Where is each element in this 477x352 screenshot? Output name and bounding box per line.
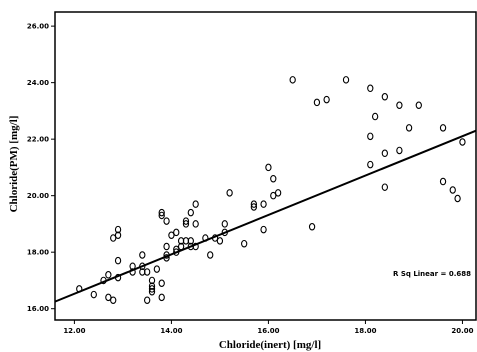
- x-tick-label: 12.00: [63, 327, 85, 335]
- data-point: [187, 208, 194, 217]
- data-point: [187, 237, 194, 245]
- data-point: [405, 124, 413, 132]
- data-point: [139, 251, 146, 259]
- data-point: [381, 183, 388, 191]
- data-point: [381, 93, 388, 101]
- data-point: [114, 231, 122, 239]
- data-point: [396, 101, 403, 109]
- y-axis-title: Chloride(PM) [mg/l]: [8, 116, 20, 213]
- data-point: [270, 174, 277, 183]
- data-point: [153, 265, 161, 273]
- data-point: [148, 285, 156, 293]
- data-point: [260, 225, 267, 234]
- data-point: [114, 256, 122, 265]
- plot-area: [54, 11, 477, 321]
- plot-border: [54, 11, 477, 321]
- data-point: [313, 98, 321, 107]
- data-point: [371, 112, 379, 121]
- r-squared-annotation: R Sq Linear = 0.688: [393, 270, 471, 278]
- data-point: [226, 189, 233, 197]
- data-point: [182, 217, 190, 225]
- data-point: [158, 208, 165, 217]
- data-point: [110, 296, 117, 304]
- data-point: [158, 293, 165, 302]
- data-point: [367, 84, 374, 93]
- y-tick-label: 26.00: [27, 23, 49, 31]
- data-point: [192, 220, 199, 228]
- y-tick-label: 16.00: [27, 305, 49, 313]
- x-axis-title: Chloride(inert) [mg/l]: [219, 339, 321, 351]
- data-point: [158, 211, 165, 220]
- data-point: [342, 76, 350, 84]
- x-tick-label: 18.00: [354, 327, 376, 335]
- x-tick-label: 14.00: [160, 327, 182, 335]
- data-point: [192, 200, 199, 208]
- data-point: [90, 290, 97, 299]
- data-point: [216, 237, 224, 245]
- data-point: [449, 186, 456, 194]
- data-point: [367, 160, 374, 169]
- data-point: [163, 217, 170, 225]
- data-point: [173, 228, 180, 237]
- y-tick-label: 22.00: [27, 136, 49, 144]
- data-point: [144, 296, 151, 304]
- data-point: [289, 76, 296, 84]
- data-point: [415, 101, 422, 109]
- data-point: [114, 225, 122, 234]
- data-point: [158, 279, 165, 288]
- data-point: [148, 276, 156, 285]
- data-point: [265, 163, 272, 172]
- y-tick-label: 18.00: [27, 249, 49, 257]
- data-point: [221, 220, 228, 228]
- data-point: [148, 282, 156, 290]
- data-point: [381, 149, 388, 158]
- data-point: [454, 194, 461, 203]
- data-point: [250, 200, 258, 208]
- y-axis-ticks: 16.00 18.00 20.00 22.00 24.00 26.00: [27, 23, 55, 313]
- data-point: [367, 132, 374, 141]
- x-axis-ticks: 12.00 14.00 16.00 18.00 20.00: [63, 320, 474, 335]
- data-point: [144, 268, 151, 276]
- data-point: [105, 271, 112, 279]
- x-tick-label: 16.00: [257, 327, 279, 335]
- y-tick-label: 24.00: [27, 79, 49, 87]
- data-point: [439, 177, 447, 186]
- data-point: [260, 200, 267, 208]
- data-point: [148, 287, 156, 296]
- data-point: [439, 124, 447, 132]
- data-point: [323, 95, 330, 104]
- y-tick-label: 20.00: [27, 192, 49, 200]
- data-point: [459, 138, 466, 146]
- data-point: [250, 203, 258, 211]
- data-point: [274, 189, 282, 197]
- fit-line-group: [54, 129, 477, 303]
- data-point: [241, 239, 248, 248]
- data-point: [163, 242, 170, 251]
- data-point: [182, 220, 190, 228]
- data-point: [396, 146, 403, 155]
- data-point: [308, 223, 316, 231]
- fit-line: [54, 129, 477, 303]
- x-tick-label: 20.00: [451, 327, 473, 335]
- data-point: [207, 251, 214, 259]
